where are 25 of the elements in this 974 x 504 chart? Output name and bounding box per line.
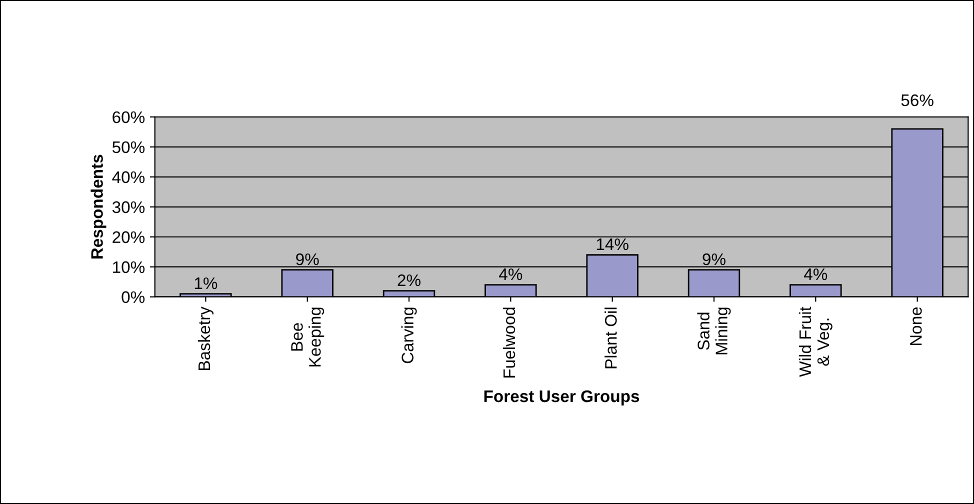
y-tick-label: 40%: [112, 171, 145, 184]
data-label: 14%: [596, 238, 628, 250]
data-label: 56%: [901, 94, 934, 106]
y-tick-label: 0%: [122, 291, 145, 304]
data-label: 9%: [296, 253, 319, 266]
y-tick-label: 20%: [112, 231, 145, 244]
x-tick-label: Fuelwood: [502, 308, 516, 378]
data-label: 1%: [194, 277, 218, 290]
x-tick-label: Carving: [401, 308, 417, 364]
x-tick-label: Bee Keeping: [291, 308, 324, 366]
x-axis-title: Forest User Groups: [484, 390, 640, 406]
data-label: 4%: [499, 268, 522, 280]
y-tick-label: 10%: [113, 261, 145, 274]
x-tick-label: None: [910, 307, 922, 346]
data-label: 9%: [702, 253, 726, 266]
data-label: 2%: [398, 274, 420, 286]
y-tick-label: 30%: [112, 201, 145, 214]
x-tick-label: Plant Oil: [604, 308, 617, 368]
x-tick-label: Sand Mining: [697, 308, 731, 354]
data-label: 4%: [804, 268, 828, 280]
y-tick-label: 50%: [112, 141, 145, 154]
y-axis-title: Respondents: [90, 154, 106, 259]
x-tick-label: Basketry: [198, 306, 214, 370]
y-tick-label: 60%: [112, 111, 145, 124]
x-tick-label: Wild Fruit & Veg.: [798, 306, 832, 377]
